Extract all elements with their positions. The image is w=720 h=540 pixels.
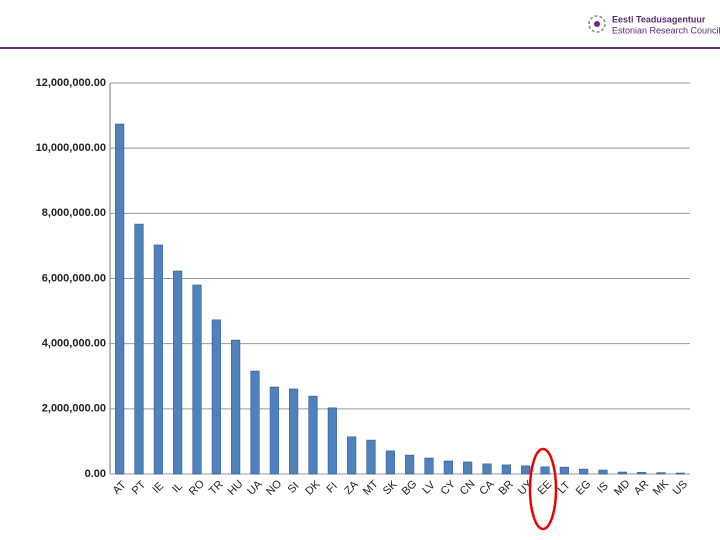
bar xyxy=(637,472,647,475)
bar xyxy=(173,270,183,475)
x-tick-label: CN xyxy=(458,478,478,498)
y-tick-label: 6,000,000.00 xyxy=(42,272,106,284)
x-tick-label: HU xyxy=(226,478,246,498)
bar xyxy=(327,407,337,475)
x-tick-label: SK xyxy=(381,478,400,497)
x-tick-label: CA xyxy=(477,478,497,498)
x-tick-label: TR xyxy=(207,478,226,497)
bar xyxy=(405,454,415,475)
x-tick-label: AR xyxy=(632,478,651,497)
bar xyxy=(250,370,260,475)
x-tick-label: IL xyxy=(170,480,185,495)
bar xyxy=(192,284,202,475)
x-tick-label: PT xyxy=(130,479,149,498)
x-tick-label: FI xyxy=(325,480,340,495)
bar xyxy=(482,463,492,475)
x-tick-label: SI xyxy=(286,480,302,496)
x-tick-label: MD xyxy=(612,478,633,499)
bar xyxy=(559,466,569,475)
bar xyxy=(366,439,376,475)
x-tick-label: US xyxy=(671,478,690,497)
x-tick-label: LV xyxy=(420,479,438,497)
x-tick-label: EG xyxy=(574,478,594,498)
bar xyxy=(269,386,279,475)
x-tick-label: NO xyxy=(264,478,284,498)
bar xyxy=(115,123,125,475)
y-tick-label: 2,000,000.00 xyxy=(42,403,106,415)
bar xyxy=(501,464,511,475)
bar xyxy=(153,244,163,475)
x-tick-label: IS xyxy=(595,480,611,496)
bar xyxy=(540,466,550,475)
bar xyxy=(289,388,299,475)
x-tick-label: ZA xyxy=(342,478,361,497)
org-name-et: Eesti Teadusagentuur xyxy=(612,14,706,24)
y-tick-label: 12,000,000.00 xyxy=(36,77,106,89)
y-tick-label: 4,000,000.00 xyxy=(42,338,106,350)
x-tick-label: BG xyxy=(400,478,420,498)
y-tick-label: 0.00 xyxy=(85,468,106,480)
x-tick-label: CY xyxy=(439,478,459,498)
bar xyxy=(443,460,453,475)
highlight-circle xyxy=(528,447,558,531)
bar xyxy=(675,472,685,475)
logo xyxy=(588,15,606,33)
bar xyxy=(579,468,589,475)
bar xyxy=(347,436,357,475)
x-tick-label: LT xyxy=(556,479,573,496)
bar xyxy=(134,223,144,475)
bar xyxy=(521,465,531,475)
x-tick-label: IE xyxy=(150,480,166,496)
bar xyxy=(656,472,666,475)
x-tick-label: EE xyxy=(535,478,554,497)
x-tick-label: RO xyxy=(187,478,207,498)
bar xyxy=(424,457,434,475)
x-tick-label: MT xyxy=(361,478,381,498)
org-name-en: Estonian Research Council xyxy=(612,25,720,35)
bar xyxy=(308,395,318,475)
bar xyxy=(231,339,241,475)
x-tick-label: DK xyxy=(303,478,323,498)
x-tick-label: MK xyxy=(651,477,672,498)
x-tick-label: BR xyxy=(497,478,516,497)
y-tick-label: 8,000,000.00 xyxy=(42,207,106,219)
bar xyxy=(617,471,627,475)
bar xyxy=(598,469,608,475)
x-tick-label: UA xyxy=(245,478,265,498)
bar xyxy=(211,319,221,475)
bar xyxy=(385,450,395,475)
x-tick-label: AT xyxy=(111,479,129,497)
y-tick-label: 10,000,000.00 xyxy=(36,142,106,154)
bar xyxy=(463,461,473,475)
x-tick-label: UY xyxy=(516,478,536,498)
